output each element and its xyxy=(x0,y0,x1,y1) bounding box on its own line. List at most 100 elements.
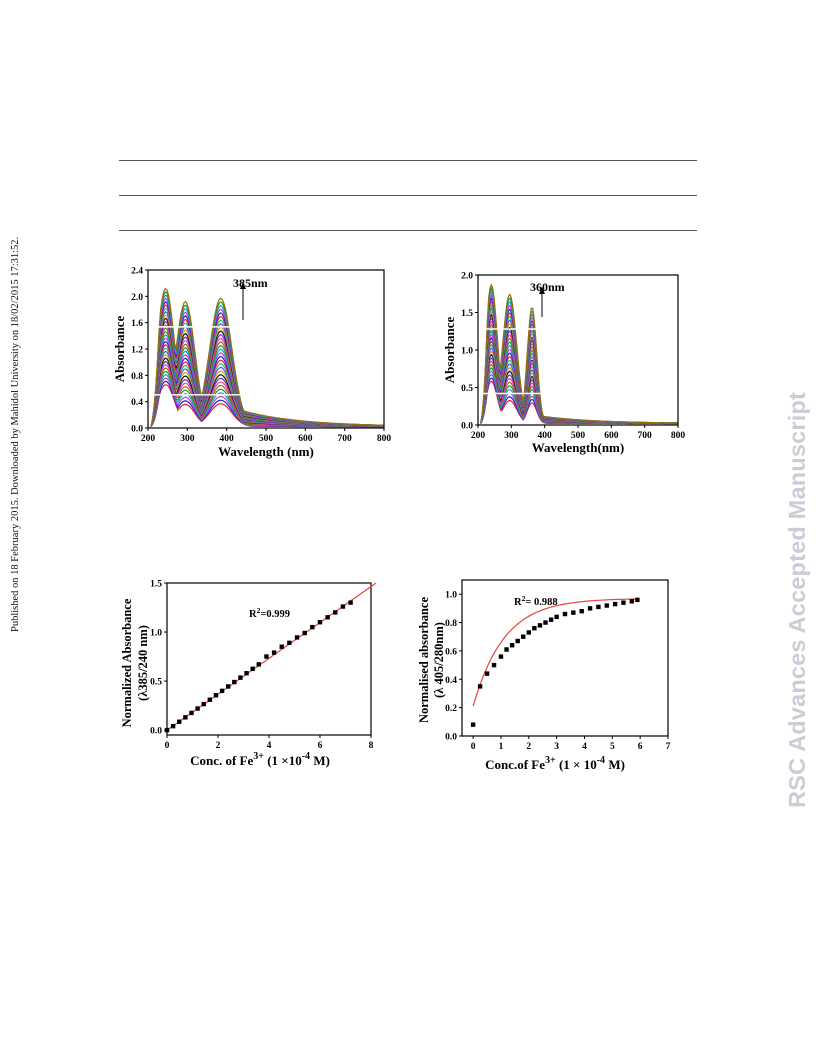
data-point xyxy=(348,600,353,605)
y-axis-label-line1: Normalised absorbance xyxy=(417,597,431,723)
data-point xyxy=(232,679,237,685)
y-tick-label: 0.8 xyxy=(445,619,457,629)
spectrum-curve xyxy=(480,380,678,425)
x-tick-label: 5 xyxy=(610,742,615,752)
data-point xyxy=(310,624,315,630)
data-point xyxy=(587,606,593,611)
data-point xyxy=(238,675,243,680)
data-point xyxy=(621,600,626,605)
y-tick-label: 0.6 xyxy=(445,647,457,657)
data-point xyxy=(170,723,176,729)
x-axis-label: Wavelength(nm) xyxy=(532,440,624,455)
spectra-chart-360: 200 300 400 500 600 700 800 0.0 0.5 1.0 1.5 2.0 360… xyxy=(442,272,686,456)
x-tick-label: 400 xyxy=(538,431,553,441)
data-point xyxy=(470,722,476,727)
spectrum-curve xyxy=(150,314,384,427)
spectrum-curve xyxy=(480,360,678,424)
data-point xyxy=(244,671,249,676)
x-tick-label: 400 xyxy=(220,434,235,444)
y-axis-label-line2: (λ385/240 nm) xyxy=(136,625,150,701)
y-tick-label: 2.0 xyxy=(131,293,143,303)
x-tick-label: 200 xyxy=(471,431,486,441)
y-tick-label: 1.0 xyxy=(150,629,162,639)
data-point xyxy=(504,647,509,652)
arrow-385-head xyxy=(240,282,246,289)
x-tick-label: 4 xyxy=(267,741,272,751)
x-tick-label: 4 xyxy=(582,742,587,752)
y-axis-label-line1: Normalized Absorbance xyxy=(120,598,134,727)
data-point xyxy=(271,650,277,655)
data-point xyxy=(635,597,640,603)
data-point xyxy=(226,684,231,689)
data-point xyxy=(562,611,568,617)
y-tick-label: 1.0 xyxy=(461,347,473,357)
data-point xyxy=(207,697,213,702)
data-point xyxy=(543,620,548,625)
y-tick-label: 0.0 xyxy=(131,425,143,435)
data-point xyxy=(195,706,200,711)
x-tick-label: 7 xyxy=(666,742,671,752)
x-tick-label: 8 xyxy=(369,741,374,751)
data-point xyxy=(256,662,261,667)
data-point xyxy=(219,688,225,694)
data-point xyxy=(183,715,188,720)
x-tick-label: 800 xyxy=(671,431,686,441)
x-tick-label: 700 xyxy=(638,431,653,441)
data-point xyxy=(264,654,269,659)
y-tick-label: 1.5 xyxy=(461,309,473,319)
plot-frame xyxy=(461,579,669,737)
x-tick-label: 600 xyxy=(298,434,313,444)
spectrum-curve xyxy=(480,367,678,424)
x-tick-label: 2 xyxy=(526,742,531,752)
y-tick-label: 0.0 xyxy=(461,422,473,432)
x-tick-label: 500 xyxy=(571,431,586,441)
data-point xyxy=(164,727,170,733)
data-point xyxy=(571,610,576,615)
x-tick-label: 600 xyxy=(604,431,619,441)
table-rule-top xyxy=(119,160,697,161)
y-tick-label: 0.4 xyxy=(445,676,457,686)
data-point xyxy=(521,634,526,639)
data-point xyxy=(294,635,300,640)
data-point xyxy=(509,643,515,648)
calibration-chart-linear: 0 2 4 6 8 0.0 0.5 1.0 1.5 R2=0.999 Conc. of Fe3+… xyxy=(120,580,377,768)
spectrum-curve xyxy=(480,330,678,424)
y-tick-label: 2.0 xyxy=(461,272,473,282)
spectrum-curve xyxy=(480,350,678,424)
y-tick-label: 0.5 xyxy=(461,384,473,394)
data-point xyxy=(491,662,497,668)
data-point xyxy=(325,615,330,620)
y-tick-label: 0.4 xyxy=(131,398,143,408)
data-point xyxy=(498,654,504,659)
x-tick-label: 3 xyxy=(554,742,559,752)
x-tick-label: 800 xyxy=(377,434,392,444)
spectrum-curve xyxy=(150,320,384,427)
x-axis-label: Wavelength (nm) xyxy=(218,444,314,459)
spectrum-curve xyxy=(150,294,384,427)
y-axis-label: Absorbance xyxy=(442,317,457,384)
y-tick-label: 0.0 xyxy=(150,727,162,737)
spectrum-curve xyxy=(480,283,678,424)
x-tick-label: 700 xyxy=(338,434,353,444)
y-axis-label: Absorbance xyxy=(112,316,127,383)
x-tick-label: 2 xyxy=(216,741,221,751)
data-point xyxy=(302,630,307,636)
y-tick-label: 0.8 xyxy=(131,372,143,382)
r-squared-label: R2= 0.988 xyxy=(514,594,558,608)
fit-line xyxy=(472,598,638,707)
data-point xyxy=(340,604,346,609)
data-point xyxy=(287,640,292,646)
annotation-360: 360nm xyxy=(530,280,565,294)
spectra-chart-385: 200 300 400 500 600 700 800 0.0 0.4 0.8 1.2 1.6 2.0 2… xyxy=(112,267,392,460)
download-note: Published on 18 February 2015. Downloade… xyxy=(10,236,21,632)
data-point xyxy=(333,610,338,615)
y-tick-label: 2.4 xyxy=(131,267,143,277)
x-tick-label: 0 xyxy=(165,741,170,751)
y-tick-label: 1.0 xyxy=(445,591,457,601)
r-squared-label: R2=0.999 xyxy=(249,606,290,620)
spectrum-curve xyxy=(150,344,385,427)
x-tick-label: 300 xyxy=(180,434,195,444)
data-point xyxy=(532,626,537,631)
data-point xyxy=(515,638,520,644)
arrow-360-head xyxy=(539,287,545,294)
